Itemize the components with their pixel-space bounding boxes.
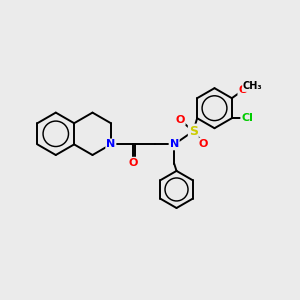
Text: O: O <box>176 115 185 125</box>
Text: O: O <box>128 158 138 168</box>
Text: CH₃: CH₃ <box>243 81 262 92</box>
Text: N: N <box>106 140 116 149</box>
Text: N: N <box>169 140 179 149</box>
Text: O: O <box>238 85 248 95</box>
Text: O: O <box>199 139 208 148</box>
Text: S: S <box>189 125 198 138</box>
Text: Cl: Cl <box>241 113 253 123</box>
